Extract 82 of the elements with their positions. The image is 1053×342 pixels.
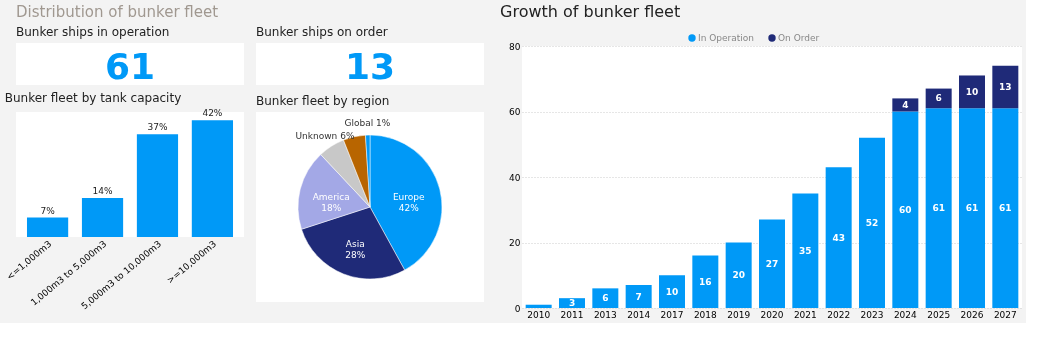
bar (592, 288, 619, 308)
data-label: 4 (902, 99, 909, 110)
x-tick-label: 2017 (660, 309, 684, 320)
bar (81, 198, 124, 237)
slice-label: America (312, 192, 350, 203)
data-label: 10 (665, 286, 679, 297)
data-label: 52 (865, 217, 879, 228)
x-tick-label: 2013 (593, 309, 617, 320)
y-tick-label: 60 (509, 107, 521, 117)
data-label: 61 (999, 203, 1012, 214)
bar (925, 88, 952, 109)
data-label: 14% (92, 186, 113, 197)
x-tick-label: 2023 (860, 309, 884, 320)
y-tick-label: 40 (509, 172, 521, 183)
bar (759, 219, 785, 308)
x-tick-label: 2014 (627, 309, 651, 320)
data-label: 6 (935, 93, 942, 104)
bar (992, 108, 1019, 308)
bar (892, 98, 919, 112)
bar (725, 242, 752, 308)
data-label: 61 (965, 203, 979, 214)
text: Distribution of bunker fleet (16, 3, 219, 21)
chart-title: Growth of bunker fleet (500, 2, 681, 21)
chart-title: Bunker fleet by region (256, 94, 390, 108)
bar (859, 137, 885, 308)
data-label: 35 (799, 245, 812, 256)
chart-title: Bunker fleet by tank capacity (4, 91, 182, 106)
bar (825, 167, 852, 308)
bar (925, 108, 952, 308)
x-tick-label: 2027 (993, 309, 1017, 320)
bar (892, 111, 919, 308)
bar (959, 75, 985, 109)
data-label: 16 (699, 276, 712, 287)
x-tick-label: 2024 (893, 309, 918, 320)
x-tick-label: 2011 (560, 309, 584, 320)
x-tick-label: 2025 (927, 309, 951, 320)
bar (992, 65, 1019, 109)
data-label: 42% (202, 108, 223, 119)
data-label: 20 (732, 270, 745, 281)
data-label: 27 (765, 258, 779, 269)
text: Bunker ships on order (256, 25, 388, 39)
y-tick-label: 20 (509, 238, 521, 248)
data-label: 61 (932, 203, 945, 214)
bar (692, 255, 719, 308)
slice-label: Unknown 6% (295, 131, 355, 142)
x-tick-label: 2018 (693, 309, 718, 320)
x-tick-label: 2010 (527, 309, 551, 320)
x-tick-label: 2020 (760, 309, 784, 320)
data-label: 10 (965, 86, 979, 97)
bar (136, 134, 179, 237)
text: 13 (344, 46, 396, 87)
y-tick-label: 0 (514, 303, 521, 314)
data-label: 13 (999, 81, 1012, 92)
text: 61 (104, 46, 156, 87)
legend-label: On Order (778, 33, 820, 43)
data-label: 28% (345, 250, 366, 261)
data-label: 7 (635, 291, 642, 302)
bar (659, 275, 685, 308)
bar (26, 217, 69, 237)
slice-label: Asia (345, 239, 365, 250)
x-tick-label: 2019 (727, 309, 751, 320)
bar (191, 120, 234, 237)
data-label: 43 (832, 232, 845, 243)
data-label: 37% (147, 122, 168, 133)
data-label: 18% (321, 203, 342, 214)
x-tick-label: 2026 (960, 309, 984, 320)
slice-label: Global 1% (344, 118, 391, 129)
bar (792, 193, 819, 308)
data-label: 7% (40, 205, 56, 216)
bar (625, 285, 652, 308)
data-label: 60 (899, 204, 912, 215)
y-tick-label: 80 (509, 41, 521, 52)
text: Bunker ships in operation (16, 25, 170, 39)
slice-label: Europe (392, 192, 426, 203)
data-label: 6 (602, 293, 609, 304)
bar (525, 304, 552, 308)
data-label: 3 (568, 298, 576, 309)
x-tick-label: 2022 (827, 309, 851, 320)
x-tick-label: 2021 (793, 309, 817, 320)
bar (959, 108, 985, 308)
data-label: 42% (398, 203, 420, 214)
legend-label: In Operation (698, 33, 755, 43)
